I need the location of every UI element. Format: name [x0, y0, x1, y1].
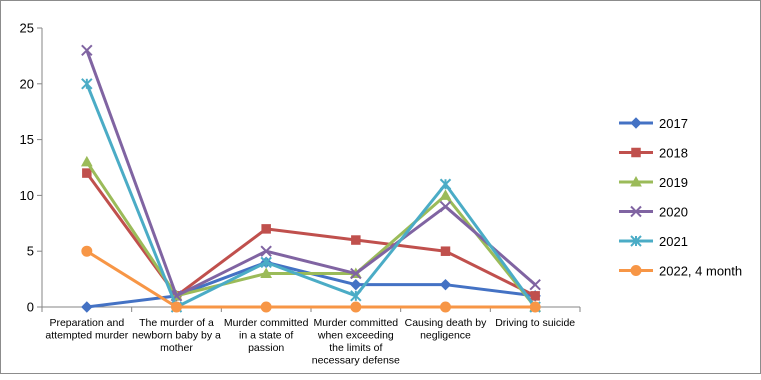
x-tick-label: Driving to suicide: [495, 317, 575, 329]
legend-entry: 2022, 4 month: [619, 264, 742, 279]
legend: 2017 2018 2019 2020 2021 2022, 4 month: [619, 116, 742, 279]
legend-marker: [630, 265, 642, 276]
data-point: [81, 301, 93, 313]
series-line: [86, 260, 536, 309]
x-tick-label-line: mother: [160, 342, 193, 354]
data-point: [530, 291, 540, 301]
x-tick-label: Preparation and attempted murder: [45, 317, 128, 342]
x-tick-label: Murder committed when exceeding the limits…: [312, 317, 400, 367]
data-point: [350, 301, 362, 313]
x-tick-label-line: in a state of: [239, 330, 293, 342]
legend-entry: 2021: [619, 234, 688, 249]
data-point: [81, 44, 93, 57]
data-point: [351, 235, 361, 245]
legend-label: 2022, 4 month: [659, 264, 742, 279]
data-point: [171, 301, 182, 313]
y-tick-label: 0: [27, 300, 34, 315]
data-point: [260, 301, 272, 313]
legend-label: 2021: [659, 234, 688, 249]
data-point: [81, 78, 93, 90]
series-2022-4-month: [81, 245, 541, 313]
x-tick-label-line: when exceeding: [317, 330, 394, 342]
series-line: [86, 249, 536, 309]
x-tick-label-line: Causing death by: [405, 317, 487, 329]
x-tick-label-line: Preparation and: [49, 317, 124, 329]
data-point: [440, 301, 451, 313]
axes: [41, 28, 580, 308]
data-point: [529, 278, 541, 291]
y-tick-label: 25: [20, 21, 34, 36]
data-point: [350, 267, 362, 280]
legend-entry: 2020: [619, 205, 688, 220]
series-2021: [81, 78, 541, 313]
x-tick-label-line: Murder committed: [224, 317, 309, 329]
x-tick-label: The murder of a newborn baby by a mother: [132, 317, 221, 354]
legend-entry: 2019: [619, 175, 688, 190]
data-point: [260, 256, 272, 269]
data-point: [350, 290, 362, 302]
data-point: [261, 224, 271, 234]
y-tick-label: 20: [20, 76, 34, 91]
data-point: [350, 278, 362, 291]
x-tick-label-line: Murder committed: [314, 317, 399, 329]
data-point: [440, 246, 451, 256]
series-line: [85, 49, 537, 298]
legend-entry: 2018: [619, 146, 688, 161]
data-point: [260, 267, 273, 279]
data-point: [82, 168, 92, 178]
series-lines: [80, 44, 542, 313]
data-point: [439, 200, 452, 213]
x-tick-label-line: negligence: [420, 330, 471, 342]
x-tick-label-line: The murder of a: [139, 317, 214, 329]
y-axis-ticks: 0 5 10 15 20 25: [20, 21, 42, 315]
y-tick-label: 15: [20, 132, 34, 147]
x-tick-label-line: the limits of: [329, 342, 382, 354]
legend-marker: [630, 205, 642, 218]
data-point: [439, 278, 452, 291]
data-point: [529, 301, 541, 313]
x-tick-label: Causing death by negligence: [405, 317, 487, 342]
data-point: [439, 178, 452, 190]
legend-marker: [631, 147, 641, 158]
data-point: [81, 245, 93, 257]
x-tick-label-line: newborn baby by a: [132, 330, 221, 342]
legend-label: 2019: [659, 175, 688, 190]
series-line: [85, 83, 537, 309]
y-tick-label: 5: [27, 244, 34, 259]
legend-entry: 2017: [619, 116, 688, 131]
data-point: [260, 245, 272, 257]
x-tick-label-line: necessary defense: [312, 355, 400, 367]
x-tick-label: Murder committed in a state of passion: [224, 317, 309, 354]
data-point: [80, 155, 93, 167]
legend-label: 2018: [659, 146, 688, 161]
x-tick-label-line: attempted murder: [45, 330, 128, 342]
legend-label: 2017: [659, 116, 688, 131]
x-tick-label-line: passion: [248, 342, 284, 354]
data-point: [439, 189, 452, 200]
legend-marker: [630, 235, 642, 247]
legend-label: 2020: [659, 205, 688, 220]
legend-marker: [630, 175, 642, 187]
y-tick-label: 10: [20, 188, 34, 203]
legend-marker: [630, 117, 642, 129]
x-tick-label-line: Driving to suicide: [495, 317, 575, 329]
